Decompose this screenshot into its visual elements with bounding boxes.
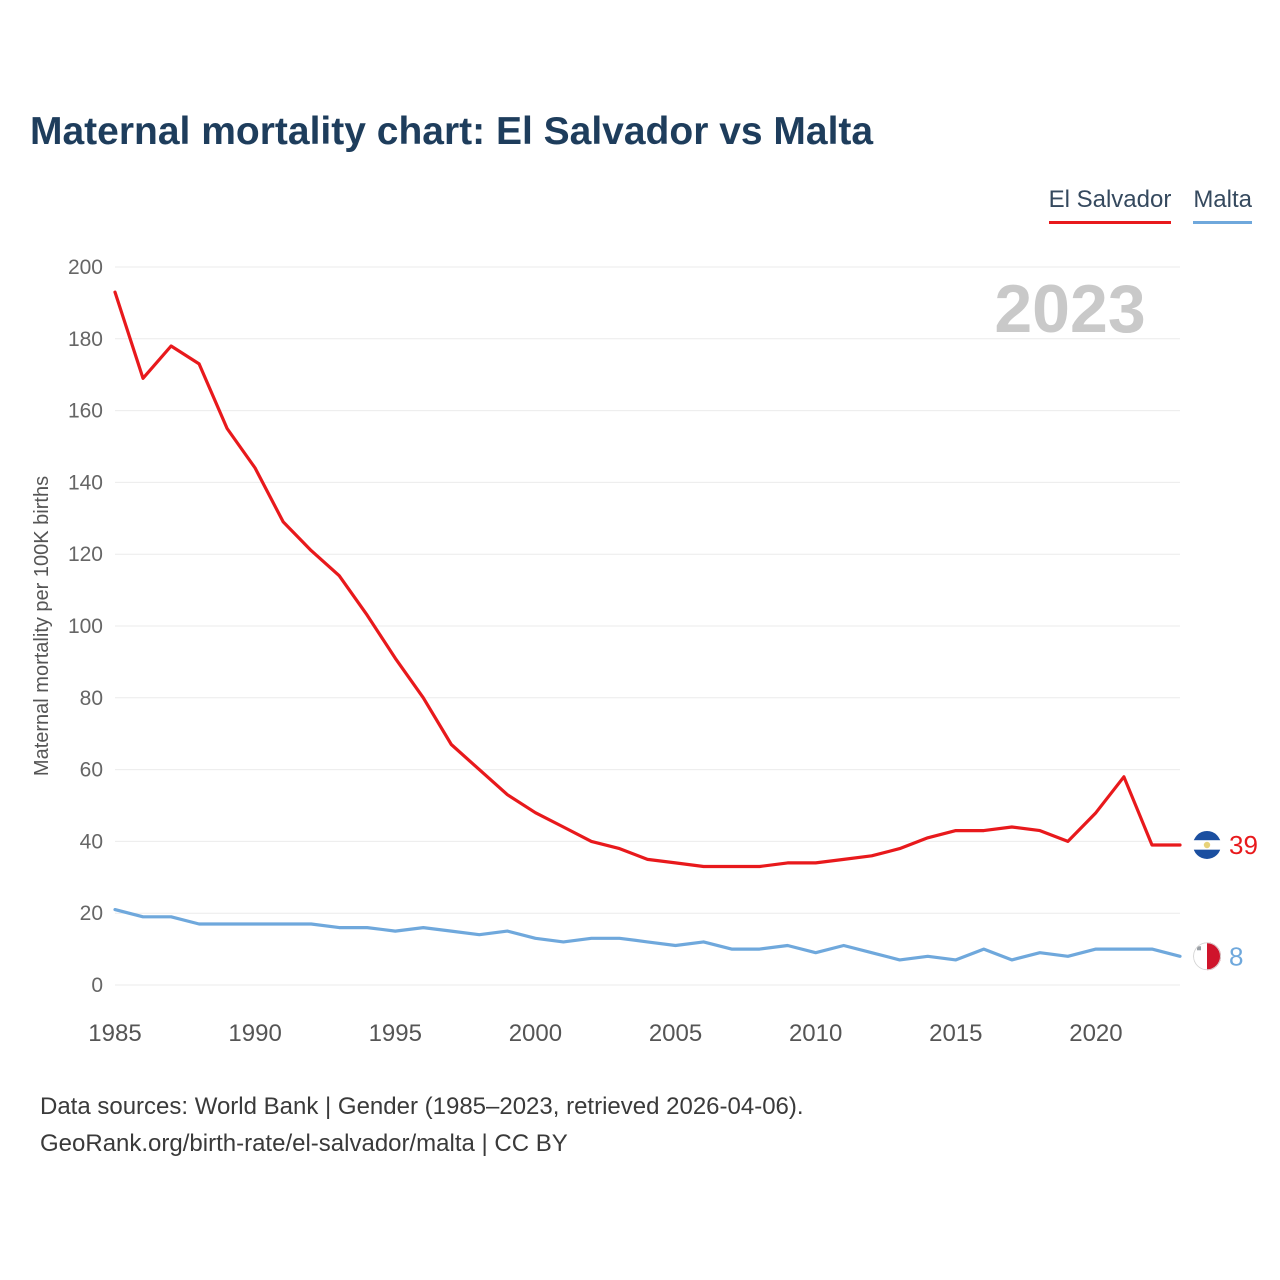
y-tick-label: 200	[68, 256, 103, 279]
series-lines	[113, 290, 1182, 962]
x-tick-label: 1985	[88, 1020, 141, 1047]
legend-item-el-salvador[interactable]: El Salvador	[1048, 186, 1172, 224]
end-value-malta: 8	[1229, 941, 1243, 971]
legend-item-malta[interactable]: Malta	[1193, 186, 1252, 224]
footer: Data sources: World Bank | Gender (1985–…	[40, 1088, 804, 1162]
series-line-el-salvador	[113, 290, 1182, 869]
y-axis-label: Maternal mortality per 100K births	[31, 476, 53, 776]
page-title: Maternal mortality chart: El Salvador vs…	[30, 110, 874, 153]
y-tick-label: 160	[68, 400, 103, 423]
footer-sources: Data sources: World Bank | Gender (1985–…	[40, 1093, 804, 1120]
y-tick-label: 40	[80, 830, 103, 853]
y-tick-label: 140	[68, 471, 103, 494]
watermark-year: 2023	[994, 271, 1145, 347]
x-tick-label: 2015	[929, 1020, 982, 1047]
y-tick-label: 60	[80, 759, 103, 782]
y-tick-label: 120	[68, 543, 103, 566]
axis-labels: 0 20 40 60 80 100 120 140 160 180 200 1985 1990 1995 2…	[68, 256, 1123, 1047]
end-labels: 39 8	[1193, 830, 1258, 971]
y-tick-label: 80	[80, 687, 103, 710]
y-tick-label: 100	[68, 615, 103, 638]
x-tick-label: 2010	[789, 1020, 842, 1047]
y-tick-label: 0	[91, 974, 103, 997]
y-tick-label: 180	[68, 328, 103, 351]
x-tick-label: 1995	[369, 1020, 422, 1047]
el-salvador-flag-icon	[1193, 830, 1221, 859]
gridlines	[115, 266, 1180, 986]
y-tick-label: 20	[80, 902, 103, 925]
x-tick-label: 2005	[649, 1020, 702, 1047]
x-tick-label: 2000	[509, 1020, 562, 1047]
end-value-el-salvador: 39	[1229, 830, 1258, 860]
series-line-malta	[113, 907, 1182, 962]
x-tick-label: 1990	[228, 1020, 281, 1047]
legend: El Salvador Malta	[1048, 186, 1252, 224]
footer-attribution: GeoRank.org/birth-rate/el-salvador/malta…	[40, 1130, 568, 1157]
x-tick-label: 2020	[1069, 1020, 1122, 1047]
malta-flag-icon	[1193, 942, 1221, 971]
